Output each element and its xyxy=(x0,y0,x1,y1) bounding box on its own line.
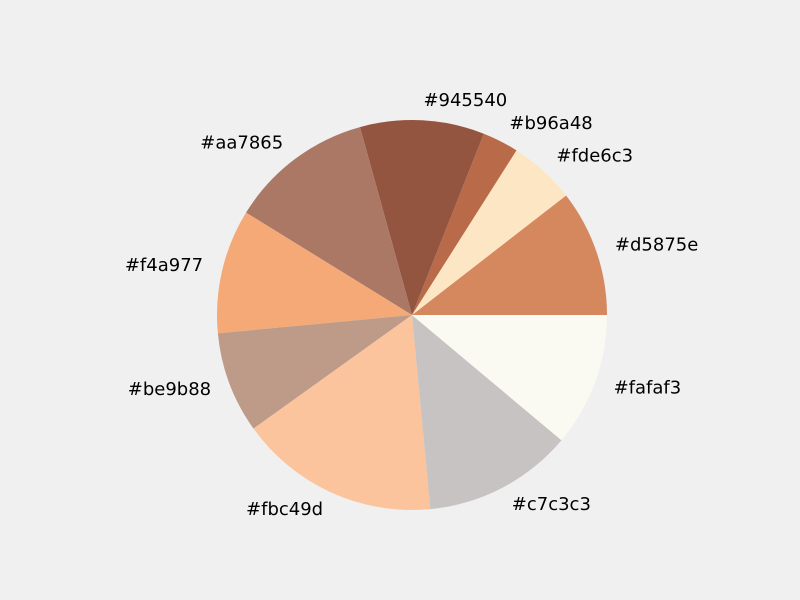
pie-label-945540: #945540 xyxy=(423,90,507,111)
pie-label-f4a977: #f4a977 xyxy=(125,255,203,276)
pie-label-fafaf3: #fafaf3 xyxy=(614,377,682,398)
pie-labels: #d5875e #fde6c3 #b96a48#945540 #aa7865 #f4a9… xyxy=(125,90,698,520)
pie-slice-fbc49d xyxy=(253,315,431,510)
pie-label-b96a48: #b96a48 xyxy=(509,113,592,134)
pie-slice-c7c3c3 xyxy=(412,315,562,510)
pie-slice-945540 xyxy=(359,119,484,315)
pie-label-d5875e: #d5875e xyxy=(615,235,698,256)
pie-label-be9b88: #be9b88 xyxy=(128,379,211,400)
pie-label-fbc49d: #fbc49d xyxy=(246,499,323,520)
pie-slices xyxy=(217,119,607,510)
pie-label-aa7865: #aa7865 xyxy=(200,132,283,153)
pie-label-c7c3c3: #c7c3c3 xyxy=(512,494,591,515)
pie-slice-d5875e xyxy=(412,195,607,315)
pie-slice-aa7865 xyxy=(246,127,412,315)
pie-slice-be9b88 xyxy=(217,315,412,429)
pie-slice-fde6c3 xyxy=(412,150,567,315)
pie-label-fde6c3: #fde6c3 xyxy=(556,145,633,166)
pie-slice-f4a977 xyxy=(217,212,412,334)
pie-slice-b96a48 xyxy=(412,133,517,315)
pie-slice-fafaf3 xyxy=(412,315,607,441)
